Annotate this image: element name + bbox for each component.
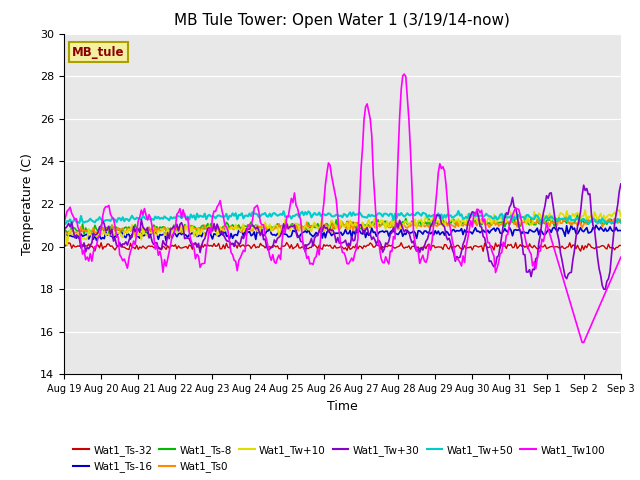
Line: Wat1_Tw+10: Wat1_Tw+10: [64, 210, 621, 245]
Wat1_Tw+50: [396, 212, 403, 218]
Line: Wat1_Ts0: Wat1_Ts0: [64, 217, 621, 235]
Wat1_Tw+50: [617, 220, 625, 226]
Wat1_Ts-16: [397, 227, 405, 232]
Wat1_Ts-8: [617, 217, 625, 223]
Wat1_Tw+50: [584, 221, 592, 227]
Wat1_Tw+10: [410, 223, 417, 228]
Wat1_Ts-16: [165, 231, 173, 237]
Wat1_Tw+10: [397, 226, 405, 231]
Wat1_Ts-16: [617, 228, 625, 234]
Wat1_Ts-8: [76, 228, 83, 233]
Wat1_Ts-32: [60, 240, 68, 246]
Wat1_Ts-8: [410, 220, 417, 226]
Wat1_Tw+30: [600, 286, 607, 292]
Wat1_Ts-8: [80, 231, 88, 237]
Wat1_Tw100: [396, 114, 403, 120]
Wat1_Tw100: [164, 256, 172, 262]
Y-axis label: Temperature (C): Temperature (C): [22, 153, 35, 255]
Wat1_Ts-32: [617, 242, 625, 248]
Wat1_Ts-8: [573, 212, 581, 218]
Wat1_Ts-32: [397, 240, 405, 246]
Line: Wat1_Ts-8: Wat1_Ts-8: [64, 215, 621, 234]
Line: Wat1_Tw+50: Wat1_Tw+50: [64, 211, 621, 224]
Wat1_Tw+50: [454, 208, 462, 214]
Wat1_Ts0: [410, 223, 417, 228]
Legend: Wat1_Ts-32, Wat1_Ts-16, Wat1_Ts-8, Wat1_Ts0, Wat1_Tw+10, Wat1_Tw+30, Wat1_Tw+50,: Wat1_Ts-32, Wat1_Ts-16, Wat1_Ts-8, Wat1_…: [69, 441, 609, 476]
Wat1_Ts-32: [379, 244, 387, 250]
Wat1_Ts0: [77, 224, 85, 229]
Wat1_Tw+50: [76, 220, 83, 226]
Wat1_Ts-32: [410, 243, 417, 249]
Wat1_Ts-16: [379, 228, 387, 234]
Wat1_Tw100: [617, 254, 625, 260]
Wat1_Tw+30: [396, 217, 403, 223]
Wat1_Tw+50: [550, 216, 558, 222]
Wat1_Ts-8: [550, 223, 558, 229]
Wat1_Ts-32: [552, 244, 559, 250]
Wat1_Ts-16: [550, 225, 558, 230]
Wat1_Ts-8: [379, 221, 387, 227]
Wat1_Tw+10: [165, 234, 173, 240]
Wat1_Tw+30: [164, 230, 172, 236]
Wat1_Tw100: [401, 71, 408, 77]
Wat1_Tw+30: [60, 224, 68, 230]
Wat1_Ts0: [563, 214, 570, 220]
Wat1_Ts0: [165, 230, 173, 236]
Wat1_Tw+10: [550, 215, 558, 220]
Wat1_Tw+30: [377, 242, 385, 248]
Wat1_Tw+50: [164, 216, 172, 222]
Line: Wat1_Ts-32: Wat1_Ts-32: [64, 242, 621, 252]
Wat1_Tw+30: [617, 181, 625, 187]
Wat1_Ts-32: [283, 240, 291, 245]
Wat1_Ts-8: [60, 226, 68, 232]
Line: Wat1_Tw100: Wat1_Tw100: [64, 74, 621, 342]
Wat1_Ts-32: [479, 249, 487, 254]
Wat1_Ts-16: [60, 233, 68, 239]
Wat1_Tw+10: [617, 213, 625, 219]
Wat1_Tw+30: [76, 236, 83, 242]
Wat1_Tw100: [377, 255, 385, 261]
Wat1_Tw+10: [60, 231, 68, 237]
Line: Wat1_Ts-16: Wat1_Ts-16: [64, 225, 621, 240]
Wat1_Ts-16: [568, 222, 575, 228]
Wat1_Tw+30: [549, 200, 557, 206]
Wat1_Ts-32: [164, 243, 172, 249]
Line: Wat1_Tw+30: Wat1_Tw+30: [64, 184, 621, 289]
Title: MB Tule Tower: Open Water 1 (3/19/14-now): MB Tule Tower: Open Water 1 (3/19/14-now…: [175, 13, 510, 28]
Wat1_Ts-8: [397, 221, 405, 227]
Wat1_Ts0: [74, 232, 82, 238]
X-axis label: Time: Time: [327, 400, 358, 413]
Wat1_Ts-16: [76, 235, 83, 241]
Wat1_Tw+10: [77, 235, 85, 240]
Wat1_Ts-32: [76, 243, 83, 249]
Wat1_Ts0: [60, 231, 68, 237]
Wat1_Tw+10: [616, 207, 623, 213]
Wat1_Tw100: [579, 339, 586, 345]
Wat1_Tw+10: [63, 242, 71, 248]
Wat1_Ts0: [617, 217, 625, 223]
Wat1_Ts0: [397, 223, 405, 229]
Wat1_Tw+10: [379, 218, 387, 224]
Wat1_Ts0: [550, 220, 558, 226]
Wat1_Tw100: [60, 220, 68, 226]
Text: MB_tule: MB_tule: [72, 46, 125, 59]
Wat1_Tw100: [76, 228, 83, 234]
Wat1_Ts-16: [163, 238, 170, 243]
Wat1_Tw100: [410, 230, 417, 236]
Wat1_Ts-8: [165, 227, 173, 232]
Wat1_Tw+50: [408, 211, 416, 217]
Wat1_Tw+50: [60, 219, 68, 225]
Wat1_Tw+30: [408, 240, 416, 246]
Wat1_Tw+50: [377, 211, 385, 217]
Wat1_Ts-16: [410, 228, 417, 234]
Wat1_Tw100: [550, 246, 558, 252]
Wat1_Ts0: [379, 219, 387, 225]
